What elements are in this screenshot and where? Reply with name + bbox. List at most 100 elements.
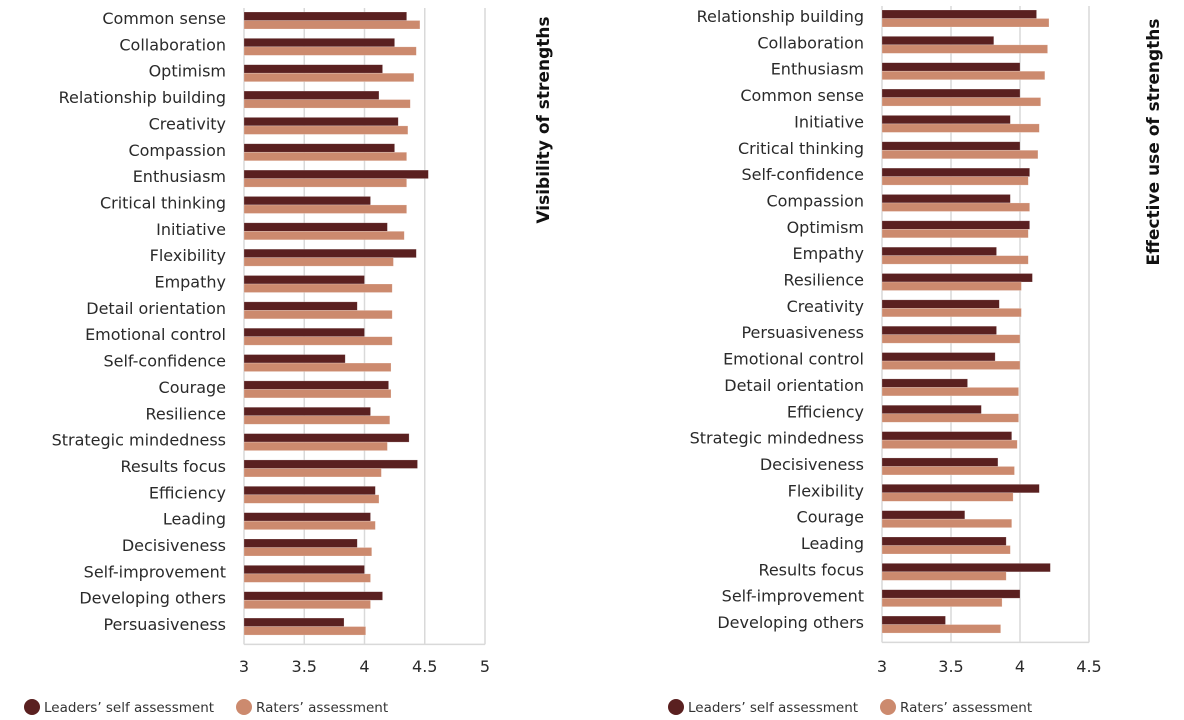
bar-raters-assessment [243,72,415,82]
category-label: Results focus [758,560,864,579]
bar-self-assessment [881,563,1051,573]
bar-raters-assessment [881,255,1029,265]
bar-raters-assessment [881,439,1018,449]
x-tick-label: 3.5 [938,657,963,676]
bar-self-assessment [881,457,999,467]
category-label: Enthusiasm [771,60,864,79]
bar-raters-assessment [243,20,421,30]
bar-raters-assessment [881,18,1050,28]
x-tick-label: 5 [480,657,490,676]
x-tick-label: 4 [1015,657,1025,676]
bar-self-assessment [881,115,1011,125]
bar-raters-assessment [243,547,373,557]
bar-raters-assessment [881,387,1019,397]
category-label: Resilience [145,404,226,423]
bar-self-assessment [243,143,395,153]
bar-raters-assessment [881,281,1022,291]
bar-raters-assessment [881,97,1041,107]
bar-self-assessment [881,299,1000,309]
bar-raters-assessment [243,231,405,241]
category-label: Collaboration [757,33,864,52]
x-tick-label: 3 [877,657,887,676]
category-label: Flexibility [788,481,864,500]
category-label: Decisiveness [122,536,226,555]
bar-self-assessment [881,536,1007,546]
category-label: Creativity [149,114,226,133]
category-label: Efficiency [787,402,864,421]
category-label: Self-confidence [741,165,864,184]
bar-raters-assessment [881,176,1029,186]
category-label: Relationship building [697,7,864,26]
bar-raters-assessment [881,334,1021,344]
bar-raters-assessment [243,310,393,320]
legend-label-raters: Raters’ assessment [256,700,388,716]
chart-title: Effective use of strengths [1144,19,1164,266]
category-label: Self-confidence [103,352,226,371]
bar-self-assessment [243,538,358,548]
bar-self-assessment [881,88,1021,98]
bar-self-assessment [881,220,1030,230]
bar-self-assessment [243,406,371,417]
category-label: Optimism [149,62,226,81]
bar-self-assessment [243,117,399,127]
bar-raters-assessment [881,149,1039,160]
category-label: Resilience [783,271,864,290]
bar-raters-assessment [243,389,392,399]
legend-swatch-self [668,699,684,715]
category-label: Emotional control [723,350,864,369]
bar-raters-assessment [881,597,1003,608]
chart-title: Visibility of strengths [534,16,554,223]
category-label: Relationship building [59,88,226,107]
category-label: Detail orientation [86,299,226,318]
bar-self-assessment [881,483,1040,494]
bar-self-assessment [881,325,997,336]
category-label: Developing others [717,613,864,632]
category-label: Self-improvement [722,587,864,606]
category-label: Strategic mindedness [52,431,226,450]
bar-raters-assessment [243,441,388,451]
bar-self-assessment [243,169,429,179]
bar-raters-assessment [881,545,1011,555]
bar-raters-assessment [243,494,380,504]
bar-raters-assessment [243,99,411,109]
bar-self-assessment [881,273,1033,283]
category-label: Initiative [156,220,226,239]
bar-raters-assessment [881,123,1040,133]
visibility-chart: 3 3.5 4 4.5 5 Common sense Collaboration Optimi… [24,8,554,716]
bar-self-assessment [243,459,418,469]
bar-raters-assessment [243,336,393,346]
category-label: Flexibility [150,246,226,265]
category-label: Courage [159,378,226,397]
category-label: Compassion [128,141,226,160]
bar-self-assessment [243,591,383,601]
bar-raters-assessment [243,573,371,583]
bar-raters-assessment [881,413,1019,423]
bar-self-assessment [881,431,1013,441]
bar-raters-assessment [243,257,394,267]
category-label: Enthusiasm [133,167,226,186]
bar-self-assessment [881,404,982,415]
bar-self-assessment [243,11,407,21]
category-label: Compassion [766,191,864,210]
bar-self-assessment [243,275,365,285]
bar-self-assessment [243,38,395,48]
category-label: Optimism [787,218,864,237]
bar-raters-assessment [243,125,409,135]
bar-self-assessment [243,196,371,206]
category-label: Results focus [120,457,226,476]
category-label: Strategic mindedness [690,429,864,448]
bar-raters-assessment [243,204,407,214]
category-label: Developing others [79,589,226,608]
bar-raters-assessment [881,70,1046,80]
bar-self-assessment [243,380,389,390]
category-label: Collaboration [119,35,226,54]
bar-self-assessment [243,512,371,522]
bar-raters-assessment [243,283,393,293]
bar-self-assessment [881,141,1021,151]
x-tick-label: 3 [239,657,249,676]
x-tick-label: 4.5 [412,657,437,676]
category-label: Empathy [154,273,226,292]
legend-label-self: Leaders’ self assessment [688,700,858,716]
category-label: Detail orientation [724,376,864,395]
